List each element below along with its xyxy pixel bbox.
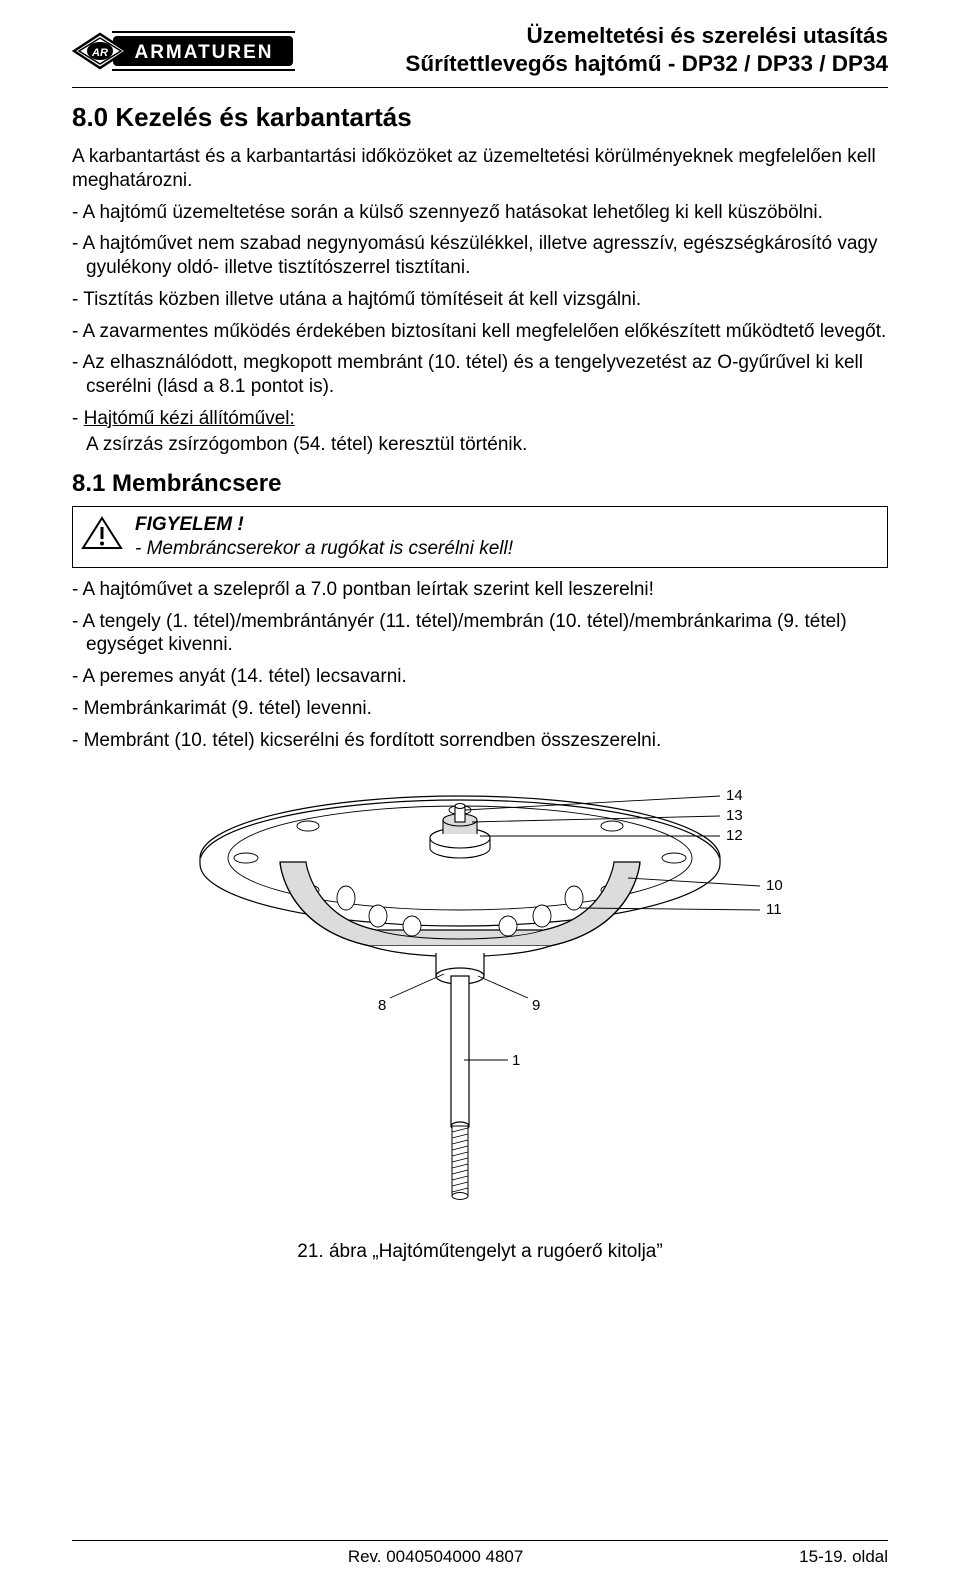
bullet-6-underline: Hajtómű kézi állítóművel: xyxy=(84,408,295,429)
warning-icon xyxy=(81,515,123,556)
section-8-1-title: 8.1 Membráncsere xyxy=(72,470,888,498)
figure-svg: 14 13 12 10 11 8 9 1 xyxy=(160,778,800,1218)
figure-21: 14 13 12 10 11 8 9 1 21. ábra „Hajtóműte… xyxy=(72,778,888,1263)
bullet-2: - A hajtóművet nem szabad negynyomású ké… xyxy=(72,232,888,280)
step-2: - A tengely (1. tétel)/membrántányér (11… xyxy=(72,610,888,658)
step-1: - A hajtóművet a szelepről a 7.0 pontban… xyxy=(72,578,888,602)
label-10: 10 xyxy=(766,877,783,894)
section-8-0-title: 8.0 Kezelés és karbantartás xyxy=(72,102,888,133)
warning-box: FIGYELEM ! - Membráncserekor a rugókat i… xyxy=(72,506,888,568)
page: ARMATUREN AR Üzemeltetési és szerelési u… xyxy=(0,0,960,1589)
header-line-1: Üzemeltetési és szerelési utasítás xyxy=(317,22,888,50)
label-12: 12 xyxy=(726,827,743,844)
warning-body: - Membráncserekor a rugókat is cserélni … xyxy=(135,537,513,561)
footer-divider xyxy=(72,1540,888,1541)
bullet-5: - Az elhasználódott, megkopott membránt … xyxy=(72,351,888,399)
step-5: - Membránt (10. tétel) kicserélni és for… xyxy=(72,729,888,753)
label-1: 1 xyxy=(512,1052,520,1069)
label-11: 11 xyxy=(766,901,782,918)
label-14: 14 xyxy=(726,787,743,804)
header-divider xyxy=(72,87,888,88)
bullet-1: - A hajtómű üzemeltetése során a külső s… xyxy=(72,201,888,225)
label-9: 9 xyxy=(532,997,540,1014)
bullet-4: - A zavarmentes működés érdekében biztos… xyxy=(72,320,888,344)
logo-svg: ARMATUREN AR xyxy=(72,28,297,76)
footer-row: Rev. 0040504000 4807 15-19. oldal xyxy=(72,1547,888,1567)
header-line-2: Sűrítettlevegős hajtómű - DP32 / DP33 / … xyxy=(317,50,888,78)
bullet-3: - Tisztítás közben illetve utána a hajtó… xyxy=(72,288,888,312)
brand-logo: ARMATUREN AR xyxy=(72,28,297,81)
step-3: - A peremes anyát (14. tétel) lecsavarni… xyxy=(72,665,888,689)
header-titles: Üzemeltetési és szerelési utasítás Sűrít… xyxy=(297,22,888,78)
footer-page: 15-19. oldal xyxy=(799,1547,888,1567)
section-8-0-body: A karbantartást és a karbantartási időkö… xyxy=(72,145,888,456)
label-8: 8 xyxy=(378,997,386,1014)
bullet-6-prefix: - xyxy=(72,408,84,429)
label-13: 13 xyxy=(726,807,743,824)
warning-heading: FIGYELEM ! xyxy=(135,513,513,537)
warning-text: FIGYELEM ! - Membráncserekor a rugókat i… xyxy=(135,513,513,561)
page-footer: Rev. 0040504000 4807 15-19. oldal xyxy=(72,1540,888,1567)
figure-caption: 21. ábra „Hajtóműtengelyt a rugóerő kito… xyxy=(72,1241,888,1263)
logo-badge-text: AR xyxy=(91,47,108,59)
bullet-6-sub: A zsírzás zsírzógombon (54. tétel) keres… xyxy=(72,433,888,457)
step-4: - Membránkarimát (9. tétel) levenni. xyxy=(72,697,888,721)
bullet-6: - Hajtómű kézi állítóművel: xyxy=(72,407,888,431)
logo-brand-text: ARMATUREN xyxy=(134,42,273,63)
footer-rev: Rev. 0040504000 4807 xyxy=(72,1547,799,1567)
document-header: ARMATUREN AR Üzemeltetési és szerelési u… xyxy=(72,22,888,81)
intro-paragraph: A karbantartást és a karbantartási időkö… xyxy=(72,145,888,193)
section-8-1-body: - A hajtóművet a szelepről a 7.0 pontban… xyxy=(72,578,888,753)
